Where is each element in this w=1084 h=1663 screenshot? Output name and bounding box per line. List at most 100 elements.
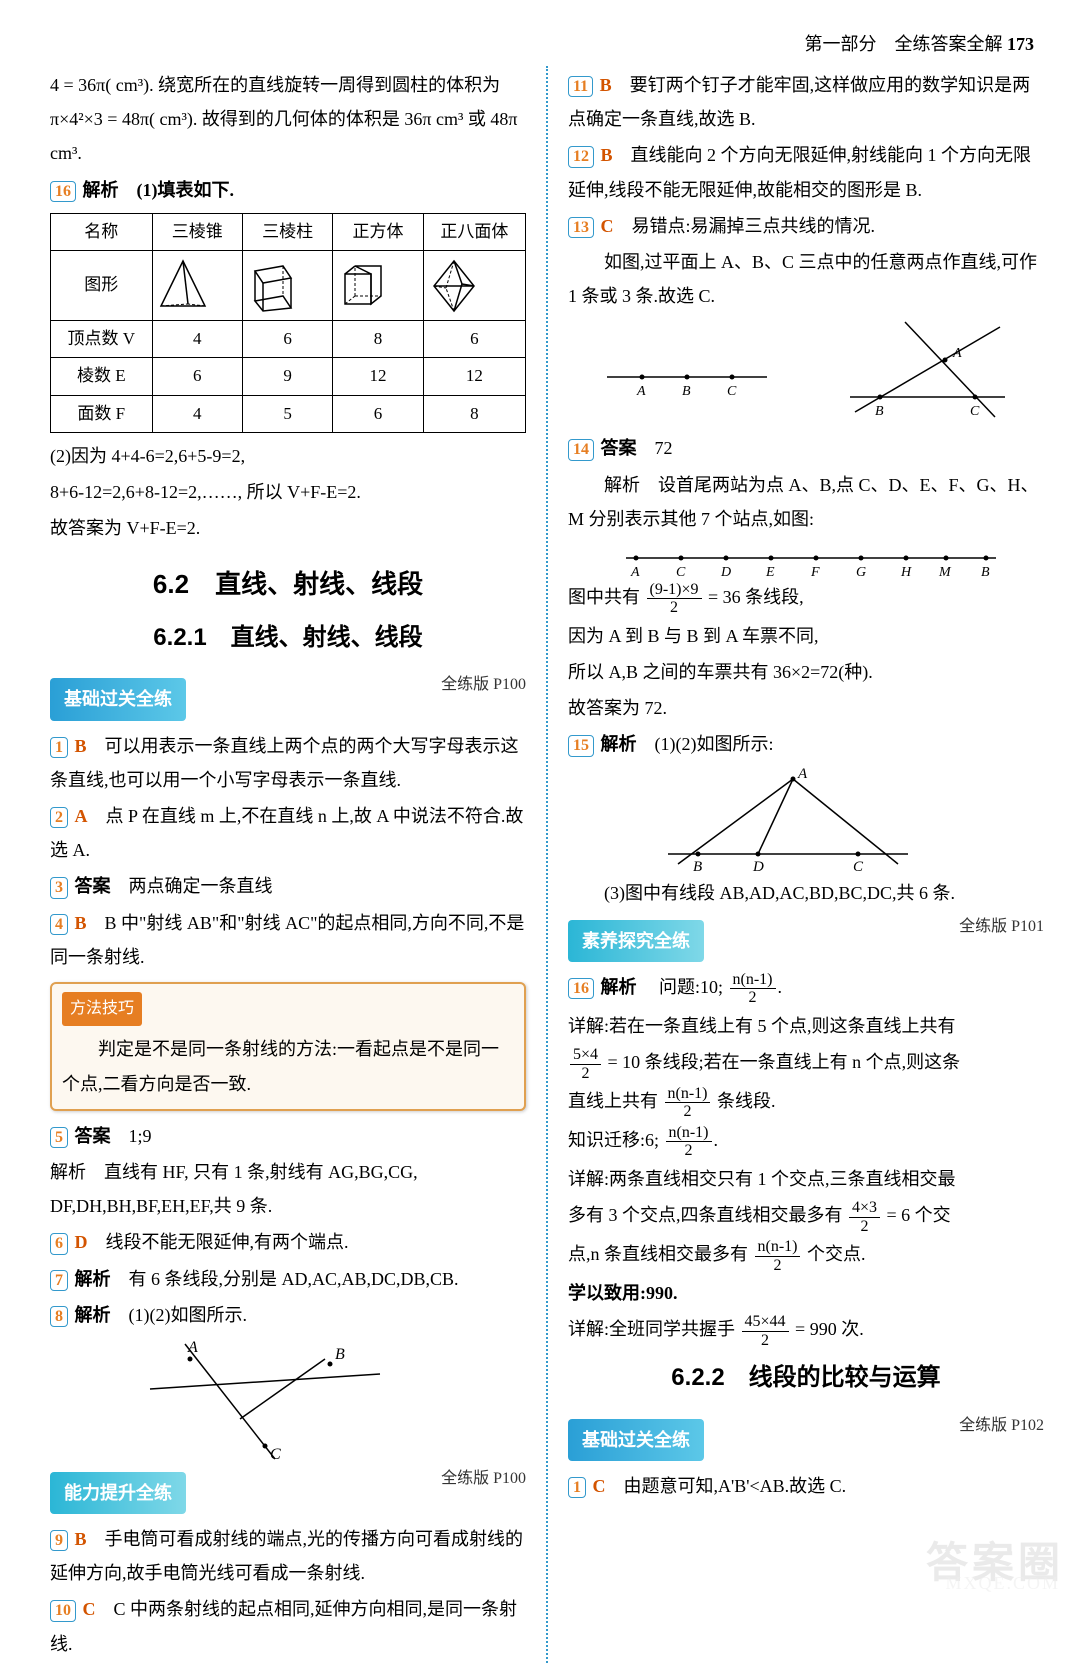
svg-text:M: M bbox=[938, 565, 952, 578]
q5a: 答案 bbox=[75, 1126, 111, 1146]
q16e3-frac: n(n-1)2 bbox=[755, 1238, 801, 1274]
q5ta: 1;9 bbox=[129, 1126, 152, 1146]
shape-octa bbox=[423, 251, 525, 321]
svg-text:B: B bbox=[693, 859, 702, 874]
cont-text: 4 = 36π( cm³). 绕宽所在的直线旋转一周得到圆柱的体积为 π×4²×… bbox=[50, 68, 526, 171]
q14tb: 解析 设首尾两站为点 A、B,点 C、D、E、F、G、H、M 分别表示其他 7 … bbox=[568, 468, 1044, 536]
rf0: 面数 F bbox=[51, 395, 153, 432]
q16e2-frac: 4×32 bbox=[849, 1199, 880, 1235]
header-part: 第一部分 全练答案全解 bbox=[805, 34, 1003, 54]
q14ta: 72 bbox=[655, 438, 673, 458]
page-number: 173 bbox=[1007, 34, 1034, 54]
q2a: A bbox=[75, 806, 88, 826]
row-img-label: 图形 bbox=[51, 251, 153, 321]
q7t: 有 6 条线段,分别是 AD,AC,AB,DC,DB,CB. bbox=[129, 1269, 459, 1289]
section-explore: 素养探究全练 bbox=[568, 920, 704, 962]
sec3-ref: 全练版 P101 bbox=[959, 912, 1044, 942]
q16g-pre: 详解:全班同学共握手 bbox=[568, 1319, 735, 1339]
svg-text:A: A bbox=[797, 766, 808, 782]
q15a: 解析 bbox=[601, 734, 637, 754]
section-ability: 能力提升全练 bbox=[50, 1472, 186, 1514]
after-t3: 故答案为 V+F-E=2. bbox=[50, 511, 526, 545]
section-basic-2: 基础过关全练 bbox=[568, 1419, 704, 1461]
q5tb: 解析 直线有 HF, 只有 1 条,射线有 AG,BG,CG, DF,DH,BH… bbox=[50, 1155, 526, 1223]
q16-text: 解析 (1)填表如下. bbox=[83, 180, 235, 200]
q3n: 3 bbox=[50, 877, 68, 898]
q15tb: (3)图中有线段 AB,AD,AC,BD,BC,DC,共 6 条. bbox=[568, 876, 1044, 910]
q14c-pre: 图中共有 bbox=[568, 587, 640, 607]
q14e: 所以 A,B 之间的车票共有 36×2=72(种). bbox=[568, 655, 1044, 689]
sec1-ref: 全练版 P100 bbox=[441, 670, 526, 700]
re3: 12 bbox=[333, 358, 423, 395]
q16c-frac: n(n-1)2 bbox=[665, 1085, 711, 1121]
th-name: 名称 bbox=[51, 213, 153, 250]
q16rn: 16 bbox=[568, 978, 594, 999]
q16e3-pre: 点,n 条直线相交最多有 bbox=[568, 1244, 748, 1264]
q9t: 手电筒可看成射线的端点,光的传播方向可看成射线的延伸方向,故手电筒光线可看成一条… bbox=[50, 1529, 523, 1583]
q16ra: 解析 bbox=[601, 977, 637, 997]
q13ta: 易错点:易漏掉三点共线的情况. bbox=[632, 216, 876, 236]
svg-text:B: B bbox=[981, 565, 990, 578]
rf3: 6 bbox=[333, 395, 423, 432]
q14-figure: A C D E F G H M B bbox=[596, 538, 1016, 578]
q8a: 解析 bbox=[75, 1305, 111, 1325]
svg-text:A: A bbox=[630, 565, 640, 578]
q1ra: C bbox=[593, 1476, 606, 1496]
svg-text:C: C bbox=[727, 384, 737, 397]
svg-text:B: B bbox=[682, 384, 691, 397]
q13tb: 如图,过平面上 A、B、C 三点中的任意两点作直线,可作 1 条或 3 条.故选… bbox=[568, 245, 1044, 313]
q16a-frac: n(n-1)2 bbox=[730, 971, 776, 1007]
q16a-pre: 问题:10; bbox=[659, 977, 723, 997]
rv0: 顶点数 V bbox=[51, 321, 153, 358]
q16c-post: 条线段. bbox=[717, 1091, 776, 1111]
q12n: 12 bbox=[568, 146, 594, 167]
sec4-ref: 全练版 P102 bbox=[959, 1411, 1044, 1441]
rv1: 4 bbox=[152, 321, 242, 358]
svg-text:C: C bbox=[853, 859, 864, 874]
svg-text:B: B bbox=[875, 404, 884, 419]
q7n: 7 bbox=[50, 1270, 68, 1291]
q1t: 可以用表示一条直线上两个点的两个大写字母表示这条直线,也可以用一个小写字母表示一… bbox=[50, 736, 519, 790]
svg-text:H: H bbox=[900, 565, 912, 578]
rv4: 6 bbox=[423, 321, 525, 358]
rf4: 8 bbox=[423, 395, 525, 432]
q3a: 答案 bbox=[75, 876, 111, 896]
q1a: B bbox=[75, 736, 87, 756]
q14c-post: = 36 条线段, bbox=[708, 587, 804, 607]
svg-text:C: C bbox=[270, 1446, 281, 1463]
shape-tetra bbox=[152, 251, 242, 321]
q4t: B 中"射线 AB"和"射线 AC"的起点相同,方向不同,不是同一条射线. bbox=[50, 913, 524, 967]
svg-text:G: G bbox=[856, 565, 866, 578]
tip-box: 方法技巧 判定是不是同一条射线的方法:一看起点是不是同一个点,二看方向是否一致. bbox=[50, 982, 526, 1111]
q12t: 直线能向 2 个方向无限延伸,射线能向 1 个方向无限延伸,线段不能无限延伸,故… bbox=[568, 145, 1031, 199]
q14f: 故答案为 72. bbox=[568, 691, 1044, 725]
right-column: 11 B 要钉两个钉子才能牢固,这样做应用的数学知识是两点确定一条直线,故选 B… bbox=[568, 66, 1044, 1663]
q11t: 要钉两个钉子才能牢固,这样做应用的数学知识是两点确定一条直线,故选 B. bbox=[568, 75, 1030, 129]
q16d-frac: n(n-1)2 bbox=[666, 1124, 712, 1160]
q10t: C 中两条射线的起点相同,延伸方向相同,是同一条射线. bbox=[50, 1599, 517, 1653]
svg-text:C: C bbox=[676, 565, 686, 578]
q6a: D bbox=[75, 1232, 88, 1252]
q16e2-post: = 6 个交 bbox=[887, 1205, 951, 1225]
tip-text: 判定是不是同一条射线的方法:一看起点是不是同一个点,二看方向是否一致. bbox=[62, 1032, 514, 1100]
page-header: 第一部分 全练答案全解 173 bbox=[50, 30, 1044, 56]
re1: 6 bbox=[152, 358, 242, 395]
q7a: 解析 bbox=[75, 1269, 111, 1289]
q3t: 两点确定一条直线 bbox=[129, 876, 273, 896]
shapes-table: 名称 三棱锥 三棱柱 正方体 正八面体 图形 bbox=[50, 213, 526, 433]
q16b-frac: 5×42 bbox=[570, 1046, 601, 1082]
section-basic: 基础过关全练 bbox=[50, 678, 186, 720]
q10a: C bbox=[83, 1599, 96, 1619]
q16b: 详解:若在一条直线上有 5 个点,则这条直线上共有 bbox=[568, 1009, 1044, 1043]
svg-text:D: D bbox=[720, 565, 731, 578]
svg-text:D: D bbox=[752, 859, 764, 874]
sub-chapter-2: 6.2.2 线段的比较与运算 bbox=[568, 1355, 1044, 1401]
th-2: 三棱柱 bbox=[242, 213, 332, 250]
q11n: 11 bbox=[568, 76, 593, 97]
q6n: 6 bbox=[50, 1233, 68, 1254]
q1n: 1 bbox=[50, 737, 68, 758]
q15-figure: A B D C bbox=[648, 764, 928, 874]
q14a: 答案 bbox=[601, 438, 637, 458]
q10n: 10 bbox=[50, 1600, 76, 1621]
svg-text:B: B bbox=[335, 1346, 345, 1363]
